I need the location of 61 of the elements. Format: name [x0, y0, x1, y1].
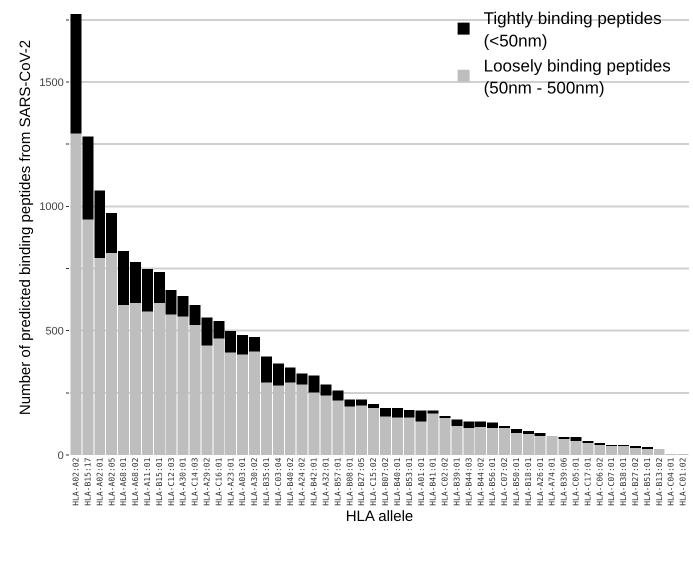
x-tick-label: HLA-B08:01 — [345, 457, 354, 506]
x-tick-label: HLA-B41:01 — [428, 457, 438, 506]
x-tick-label: HLA-B56:01 — [488, 457, 498, 506]
x-tick-label: HLA-C15:02 — [369, 457, 378, 506]
x-tick-label: HLA-B39:01 — [452, 457, 462, 506]
x-tick-label: HLA-B40:02 — [286, 457, 295, 506]
x-tick-label: HLA-A03:01 — [238, 457, 248, 506]
x-tick-label: HLA-B15:17 — [83, 457, 92, 506]
x-tick-label: HLA-A68:02 — [131, 457, 140, 506]
x-tick-label: HLA-C03:04 — [274, 457, 283, 506]
x-tick-label: HLA-C16:01 — [214, 457, 224, 506]
x-tick-label: HLA-B38:01 — [619, 457, 628, 506]
x-tick-label: HLA-B44:02 — [476, 457, 486, 506]
x-tick-label: HLA-B07:02 — [381, 457, 390, 506]
x-tick-label: HLA-B27:02 — [631, 457, 640, 506]
x-tick-label: HLA-A29:02 — [202, 457, 212, 506]
x-tick-label: HLA-B15:01 — [154, 457, 164, 506]
x-tick-label: HLA-B42:01 — [310, 457, 319, 506]
y-tick-label: 500 — [45, 326, 64, 338]
x-tick-label: HLA-C06:02 — [595, 457, 604, 506]
y-tick-label: 1500 — [39, 76, 64, 89]
x-tick-label: HLA-A68:01 — [119, 457, 128, 506]
legend-label: Tightly binding peptides (<50nm) — [484, 9, 662, 50]
x-tick-label: HLA-B53:01 — [404, 457, 414, 506]
x-tick-label: HLA-C04:01 — [666, 457, 676, 506]
x-tick-label: HLA-C14:03 — [190, 457, 200, 506]
x-tick-label: HLA-C02:02 — [440, 457, 450, 506]
x-tick-label: HLA-A23:01 — [226, 457, 236, 506]
legend-label: Loosely binding peptides (50nm - 500nm) — [484, 56, 671, 98]
x-tick-label: HLA-A11:01 — [142, 457, 152, 506]
x-tick-label: HLA-C01:02 — [678, 457, 688, 506]
x-tick-label: HLA-B13:02 — [654, 457, 664, 506]
x-tick-label: HLA-A26:01 — [536, 457, 545, 506]
x-tick-label: HLA-C07:01 — [607, 457, 616, 506]
y-tick-label: 1000 — [39, 201, 64, 214]
y-axis-title: Number of predicted binding peptides from SARS-CoV-2 — [17, 40, 34, 416]
x-tick-label: HLA-B35:01 — [262, 457, 272, 506]
x-tick-label: HLA-B44:03 — [464, 457, 474, 506]
x-tick-label: HLA-B39:06 — [560, 457, 569, 506]
x-tick-label: HLA-A30:02 — [250, 457, 260, 506]
x-tick-label: HLA-B51:01 — [642, 457, 652, 506]
x-tick-label: HLA-A24:02 — [298, 457, 307, 506]
y-tick-label: 0 — [58, 450, 64, 462]
x-tick-label: HLA-B27:05 — [357, 457, 366, 506]
x-tick-label: HLA-B18:01 — [524, 457, 533, 506]
x-tick-label: HLA-C07:02 — [500, 457, 510, 506]
bar — [70, 14, 82, 134]
x-tick-label: HLA-A02:05 — [107, 457, 116, 506]
x-tick-label: HLA-B40:01 — [392, 457, 402, 506]
x-tick-label: HLA-A74:01 — [548, 457, 557, 506]
x-axis-title: HLA allele — [346, 508, 414, 525]
x-tick-label: HLA-B50:01 — [512, 457, 521, 506]
x-tick-label: HLA-C12:03 — [166, 457, 176, 506]
x-tick-label: HLA-C05:01 — [572, 457, 581, 506]
x-tick-label: HLA-B57:01 — [333, 457, 342, 506]
x-tick-label: HLA-A01:01 — [416, 457, 426, 506]
x-tick-label: HLA-A02:02 — [72, 457, 81, 506]
x-tick-label: HLA-C17:01 — [583, 457, 592, 506]
x-tick-label: HLA-A32:01 — [322, 457, 331, 506]
x-tick-label: HLA-A30:01 — [178, 457, 188, 506]
x-tick-label: HLA-A02:01 — [95, 457, 104, 506]
